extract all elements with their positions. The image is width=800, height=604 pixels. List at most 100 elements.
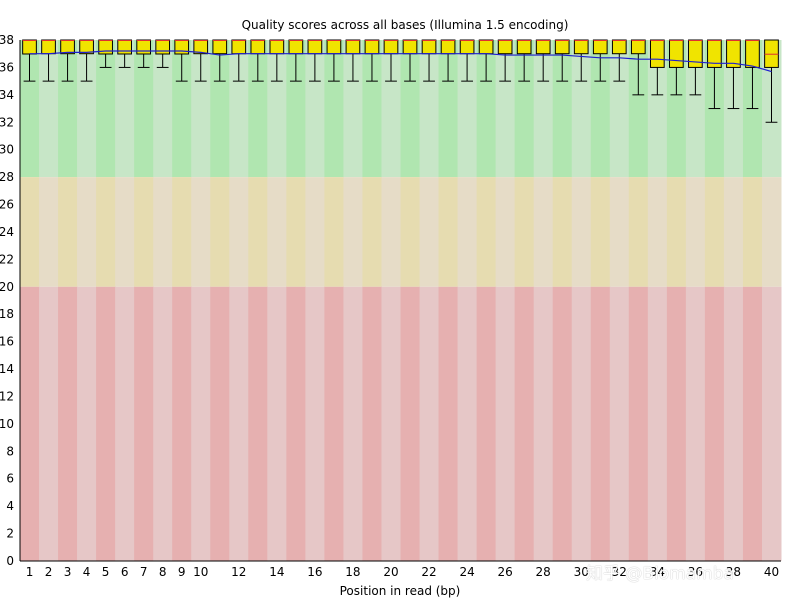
zone-good-col-17	[324, 40, 344, 178]
zone-reasonable-col-15	[286, 177, 306, 287]
y-tick-label-28: 28	[0, 170, 14, 184]
box-2	[41, 39, 56, 55]
x-tick-label-4: 4	[83, 565, 91, 579]
zone-poor-col-36	[685, 286, 706, 561]
x-tick-label-1: 1	[26, 565, 34, 579]
box-16	[307, 39, 323, 55]
zone-poor-col-26	[495, 286, 516, 561]
y-tick-label-30: 30	[0, 143, 14, 157]
zone-poor-col-19	[362, 286, 382, 561]
zone-reasonable-col-17	[324, 177, 344, 287]
zone-reasonable-col-37	[704, 177, 725, 287]
zone-reasonable-col-9	[172, 177, 192, 287]
x-tick-label-40: 40	[764, 565, 779, 579]
y-tick-label-16: 16	[0, 335, 14, 349]
x-tick-label-18: 18	[345, 565, 360, 579]
mean-series	[29, 50, 772, 73]
zone-reasonable-col-35	[666, 177, 687, 287]
zone-poor-col-32	[609, 286, 630, 561]
zone-good-col-26	[495, 40, 516, 178]
x-tick-label-5: 5	[102, 565, 110, 579]
zone-good-col-27	[514, 40, 535, 178]
zone-reasonable-col-25	[476, 177, 497, 287]
zone-poor-col-24	[457, 286, 478, 561]
zone-reasonable-col-38	[723, 177, 744, 287]
zone-reasonable-col-13	[248, 177, 268, 287]
zone-poor-col-18	[343, 286, 363, 561]
zone-poor-col-21	[400, 286, 421, 561]
zone-poor-col-22	[419, 286, 440, 561]
box-7	[136, 39, 152, 55]
zone-reasonable-col-21	[400, 177, 421, 287]
zone-poor-col-15	[286, 286, 306, 561]
y-tick-label-12: 12	[0, 389, 14, 403]
zone-reasonable-col-1	[20, 177, 40, 287]
zone-good-col-29	[552, 40, 573, 178]
zone-good-col-25	[476, 40, 497, 178]
zone-poor-col-40	[761, 286, 782, 561]
box-20	[383, 39, 399, 55]
zone-good-col-3	[58, 40, 78, 178]
zone-reasonable-col-40	[761, 177, 782, 287]
zone-reasonable-col-29	[552, 177, 573, 287]
zone-poor-col-27	[514, 286, 535, 561]
zone-good-col-4	[77, 40, 97, 178]
x-tick-label-20: 20	[383, 565, 398, 579]
zone-good-col-5	[96, 40, 116, 178]
zone-reasonable-col-18	[343, 177, 363, 287]
y-tick-label-36: 36	[0, 60, 14, 74]
zone-good-col-1	[20, 40, 40, 178]
axes	[19, 40, 781, 562]
zone-poor-col-20	[381, 286, 401, 561]
zone-reasonable-col-16	[305, 177, 325, 287]
zone-poor-col-16	[305, 286, 325, 561]
zone-reasonable-col-4	[77, 177, 97, 287]
zone-good-col-8	[153, 40, 173, 178]
x-tick-label-32: 32	[612, 565, 627, 579]
zone-poor-col-1	[20, 286, 40, 561]
box-11	[212, 39, 228, 55]
zone-reasonable-col-3	[58, 177, 78, 287]
box-19	[364, 39, 380, 55]
zone-reasonable-col-32	[609, 177, 630, 287]
zone-poor-col-9	[172, 286, 192, 561]
zone-good-col-13	[248, 40, 268, 178]
zone-good-col-19	[362, 40, 382, 178]
box-39	[745, 39, 760, 68]
zone-reasonable-col-7	[134, 177, 154, 287]
zone-poor-col-25	[476, 286, 497, 561]
zone-good-col-32	[609, 40, 630, 178]
zone-good-col-20	[381, 40, 401, 178]
box-36	[688, 39, 703, 68]
zone-reasonable-col-23	[438, 177, 459, 287]
boxes	[22, 39, 779, 68]
x-tick-label-6: 6	[121, 565, 129, 579]
y-tick-label-10: 10	[0, 417, 14, 431]
zone-poor-col-30	[571, 286, 592, 561]
box-30	[573, 39, 589, 55]
mean-line	[29, 50, 772, 73]
zone-reasonable-col-2	[39, 177, 59, 287]
x-tick-label-14: 14	[269, 565, 284, 579]
zone-poor-col-29	[552, 286, 573, 561]
zone-good-col-11	[210, 40, 230, 178]
box-6	[117, 39, 132, 55]
box-27	[516, 39, 532, 55]
zone-reasonable-col-8	[153, 177, 173, 287]
zone-poor-col-28	[533, 286, 554, 561]
box-13	[250, 39, 266, 55]
zone-good-col-30	[571, 40, 592, 178]
chart-title: Quality scores across all bases (Illumin…	[242, 18, 569, 32]
y-tick-label-26: 26	[0, 198, 14, 212]
zone-good-col-12	[229, 40, 249, 178]
x-tick-label-30: 30	[574, 565, 589, 579]
zone-poor-col-2	[39, 286, 59, 561]
zone-reasonable-col-20	[381, 177, 401, 287]
box-21	[402, 39, 418, 55]
x-tick-label-34: 34	[650, 565, 665, 579]
box-22	[421, 39, 437, 55]
zone-reasonable-col-39	[742, 177, 763, 287]
x-tick-label-9: 9	[178, 565, 186, 579]
